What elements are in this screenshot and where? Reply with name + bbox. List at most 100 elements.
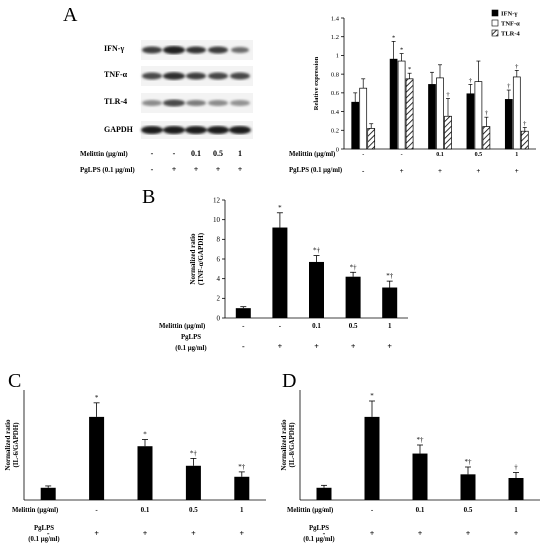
- melittin-value: 0.5: [349, 322, 358, 330]
- panel-letter-d: D: [282, 370, 297, 392]
- blot-pglps-value: +: [215, 165, 221, 174]
- significance-mark: †: [469, 77, 473, 84]
- legend-swatch: [491, 9, 499, 17]
- pglps-value: -: [323, 529, 326, 538]
- significance-mark: †: [515, 63, 519, 70]
- legend-swatch: [491, 29, 499, 37]
- significance-mark: *: [400, 47, 403, 54]
- bar: [460, 474, 476, 500]
- chart-panel-c: Normalized ratio(IL-6/GAPDH) * * *† *† Melitt…: [4, 390, 266, 543]
- blot-label-gapdh: GAPDH: [104, 125, 133, 134]
- pglps-value: +: [515, 167, 519, 175]
- y-axis-title-line: Relative expression: [313, 56, 320, 110]
- y-tick-label: 4: [217, 275, 221, 283]
- blot-melittin-value: 0.5: [213, 149, 223, 158]
- significance-mark: †: [485, 110, 489, 117]
- significance-mark: *: [278, 204, 282, 212]
- pglps-value: +: [191, 529, 196, 538]
- pglps-row-label: PgLPS (0.1 μg/ml): [289, 167, 342, 174]
- blot-melittin-value: 0.1: [191, 149, 201, 158]
- y-tick-label: 0.4: [331, 109, 340, 116]
- pglps-value: +: [400, 167, 404, 175]
- legend-label: TLR-4: [501, 31, 521, 38]
- bar: [436, 77, 444, 150]
- bar: [482, 126, 491, 150]
- bar: [367, 128, 376, 150]
- significance-mark: *†: [238, 463, 246, 471]
- panel-letter-b: B: [142, 186, 156, 208]
- melittin-row-label: Melittin (μg/ml): [287, 507, 333, 514]
- bar: [89, 416, 105, 500]
- significance-mark: *†: [386, 272, 394, 280]
- y-tick-label: 2: [217, 295, 221, 303]
- bar: [235, 308, 251, 318]
- bar: [309, 261, 324, 318]
- bar: [397, 60, 406, 150]
- y-tick-label: 10: [213, 216, 221, 224]
- y-axis-title: Normalized ratio(IL-8/GAPDH): [280, 419, 296, 471]
- pglps-value: -: [242, 342, 245, 351]
- blot-pglps-label: PgLPS (0.1 μg/ml): [80, 166, 135, 174]
- blot-melittin-value: 1: [238, 149, 242, 158]
- pglps-value: +: [278, 342, 283, 351]
- bar: [272, 227, 288, 318]
- y-tick-label: 0: [336, 146, 339, 153]
- pglps-row-label: (0.1 μg/ml): [303, 536, 334, 543]
- significance-mark: *: [392, 34, 395, 41]
- bar: [428, 84, 436, 150]
- blot-label-tlr-4: TLR-4: [104, 97, 128, 106]
- y-tick-label: 1: [336, 53, 339, 60]
- bar: [466, 93, 475, 150]
- significance-mark: *: [408, 66, 411, 73]
- bar: [40, 487, 56, 500]
- chart-panel-d: Normalized ratio(IL-8/GAPDH) * *† *† † Melitt…: [280, 390, 540, 543]
- significance-mark: *: [143, 431, 147, 439]
- melittin-value: 0.5: [189, 506, 198, 514]
- bar: [508, 478, 524, 500]
- significance-mark: †: [507, 83, 511, 90]
- melittin-value: 0.1: [416, 506, 425, 514]
- pglps-value: +: [351, 342, 356, 351]
- pglps-value: -: [47, 529, 50, 538]
- blot-melittin-label: Melittin (μg/ml): [80, 150, 128, 158]
- bar: [444, 115, 452, 150]
- legend-label: TNF-α: [501, 21, 520, 28]
- y-axis-title: Normalized ratio(IL-6/GAPDH): [4, 419, 20, 471]
- y-axis-title-line: (IL-6/GAPDH): [12, 422, 20, 468]
- blot-pglps-value: +: [193, 165, 199, 174]
- melittin-row-label: Melittin (μg/ml): [159, 323, 205, 330]
- blot-pglps-value: -: [150, 165, 154, 174]
- melittin-value: -: [47, 506, 50, 514]
- bar: [234, 476, 250, 500]
- legend-swatch: [491, 19, 499, 27]
- significance-mark: †: [446, 91, 450, 98]
- melittin-value: -: [95, 506, 98, 514]
- bar: [382, 287, 398, 318]
- melittin-value: -: [242, 322, 245, 330]
- y-axis-title-line: Normalized ratio: [189, 233, 197, 285]
- bar: [405, 78, 414, 150]
- y-axis-title-line: Normalized ratio: [280, 419, 288, 471]
- y-tick-label: 0.2: [331, 128, 339, 135]
- chart-panel-a: 0 0.2 0.4 0.6 0.8 1 1.2 1.4 Relative expression *…: [289, 9, 536, 175]
- pglps-row-label: PgLPS: [309, 525, 329, 532]
- melittin-value: 0.5: [475, 152, 483, 158]
- bar: [504, 99, 513, 150]
- melittin-value: 0.1: [436, 152, 444, 158]
- significance-mark: *†: [313, 247, 321, 255]
- bar: [359, 87, 368, 150]
- pglps-value: +: [476, 167, 480, 175]
- melittin-value: 1: [388, 322, 392, 330]
- pglps-row-label: PgLPS: [34, 525, 54, 532]
- melittin-value: 1: [515, 152, 518, 158]
- pglps-value: -: [362, 167, 365, 175]
- bar: [520, 130, 529, 150]
- significance-mark: *†: [465, 458, 473, 466]
- panel-letter-a: A: [63, 4, 78, 26]
- melittin-row-label: Melittin (μg/ml): [12, 507, 58, 514]
- pglps-value: +: [370, 529, 375, 538]
- pglps-value: +: [466, 529, 471, 538]
- pglps-value: +: [514, 529, 519, 538]
- blot-melittin-value: -: [150, 149, 154, 158]
